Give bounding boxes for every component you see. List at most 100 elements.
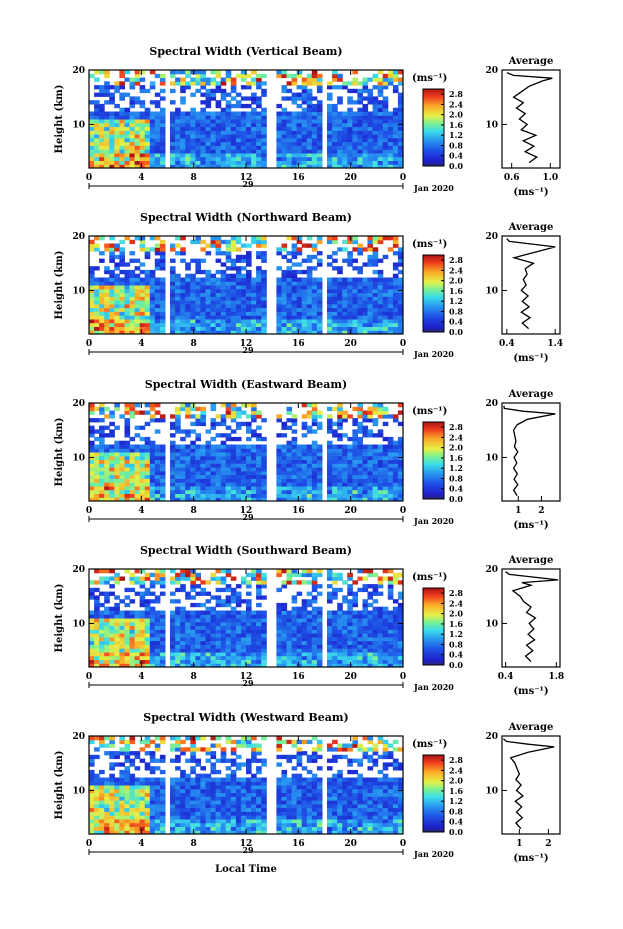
- heatmap-cell: [124, 629, 131, 634]
- heatmap-cell: [362, 315, 369, 320]
- heatmap-cell: [332, 629, 338, 634]
- heatmap-cell: [246, 141, 252, 146]
- heatmap-cell: [286, 576, 293, 581]
- heatmap-cell: [215, 137, 222, 143]
- heatmap-cell: [377, 651, 384, 657]
- heatmap-cell: [134, 448, 141, 453]
- heatmap-cell: [367, 152, 374, 158]
- heatmap-cell: [175, 489, 181, 494]
- heatmap-cell: [205, 100, 212, 105]
- heatmap-cell: [296, 288, 303, 294]
- heatmap-cell: [291, 254, 298, 260]
- heatmap-cell: [215, 156, 222, 161]
- heatmap-cell: [291, 569, 298, 574]
- heatmap-cell: [281, 156, 288, 161]
- heatmap-cell: [316, 474, 323, 479]
- heatmap-cell: [311, 576, 318, 581]
- heatmap-cell: [301, 489, 308, 494]
- heatmap-cell: [200, 463, 206, 468]
- heatmap-cell: [306, 318, 313, 324]
- heatmap-cell: [362, 455, 369, 461]
- heatmap-cell: [296, 580, 303, 585]
- heatmap-cell: [190, 326, 196, 331]
- heatmap-cell: [235, 247, 242, 252]
- heatmap-cell: [261, 444, 267, 449]
- heatmap-cell: [367, 651, 374, 657]
- heatmap-cell: [144, 288, 151, 294]
- heatmap-cell: [175, 126, 181, 131]
- heatmap-cell: [372, 584, 379, 589]
- heatmap-cell: [220, 119, 227, 124]
- heatmap-cell: [301, 269, 308, 275]
- heatmap-cell: [99, 497, 105, 502]
- heatmap-cell: [225, 497, 232, 502]
- heatmap-cell: [397, 614, 404, 619]
- heatmap-cell: [175, 406, 181, 412]
- heatmap-cell: [256, 281, 262, 286]
- heatmap-cell: [215, 444, 222, 449]
- heatmap-cell: [190, 587, 196, 593]
- heatmap-cell: [347, 315, 353, 320]
- heatmap-cell: [185, 640, 191, 645]
- heatmap-cell: [144, 436, 151, 442]
- heatmap-cell: [246, 651, 252, 657]
- heatmap-cell: [154, 100, 161, 105]
- heatmap-cell: [225, 243, 232, 248]
- heatmap-cell: [347, 100, 353, 105]
- heatmap-cell: [261, 651, 267, 657]
- heatmap-cell: [256, 243, 262, 248]
- heatmap-cell: [382, 115, 389, 120]
- heatmap-cell: [392, 655, 399, 660]
- heatmap-cell: [220, 300, 227, 305]
- heatmap-cell: [286, 141, 293, 146]
- heatmap-cell: [276, 433, 282, 438]
- month-label: Jan 2020: [413, 183, 454, 193]
- heatmap-cell: [99, 618, 105, 623]
- heatmap-cell: [347, 88, 353, 94]
- heatmap-cell: [144, 88, 151, 94]
- heatmap-cell: [134, 126, 141, 131]
- heatmap-cell: [316, 470, 323, 476]
- heatmap-cell: [261, 621, 267, 627]
- heatmap-cell: [230, 292, 237, 297]
- heatmap-cell: [190, 602, 196, 608]
- heatmap-cell: [296, 452, 303, 457]
- heatmap-cell: [362, 655, 369, 660]
- heatmap-cell: [316, 315, 323, 320]
- y-tick-label: 20: [72, 232, 85, 242]
- heatmap-cell: [306, 322, 313, 327]
- heatmap-cell: [154, 103, 161, 109]
- heatmap-cell: [392, 478, 399, 483]
- heatmap-cell: [89, 134, 95, 139]
- heatmap-cell: [327, 455, 333, 461]
- heatmap-cell: [129, 463, 136, 468]
- heatmap-cell: [139, 281, 146, 286]
- heatmap-cell: [154, 243, 161, 248]
- heatmap-cell: [337, 77, 343, 82]
- heatmap-cell: [332, 655, 338, 660]
- heatmap-cell: [362, 621, 369, 627]
- heatmap-cell: [240, 610, 247, 615]
- heatmap-cell: [367, 663, 374, 668]
- heatmap-cell: [387, 141, 394, 146]
- heatmap-cell: [367, 633, 374, 638]
- heatmap-cell: [256, 580, 262, 585]
- heatmap-cell: [200, 640, 206, 645]
- heatmap-cell: [316, 655, 323, 660]
- heatmap-cell: [215, 463, 222, 468]
- heatmap-cell: [99, 160, 105, 165]
- heatmap-cell: [94, 160, 100, 165]
- heatmap-cell: [281, 614, 288, 619]
- heatmap-cell: [129, 85, 136, 90]
- heatmap-cell: [347, 126, 353, 131]
- heatmap-cell: [382, 160, 389, 165]
- heatmap-cell: [327, 236, 333, 241]
- heatmap-cell: [357, 644, 363, 649]
- heatmap-cell: [246, 572, 252, 578]
- heatmap-cell: [246, 470, 252, 476]
- heatmap-cell: [175, 322, 181, 327]
- heatmap-cell: [99, 463, 105, 468]
- heatmap-cell: [347, 493, 353, 498]
- heatmap-cell: [159, 569, 166, 574]
- heatmap-cell: [382, 137, 389, 143]
